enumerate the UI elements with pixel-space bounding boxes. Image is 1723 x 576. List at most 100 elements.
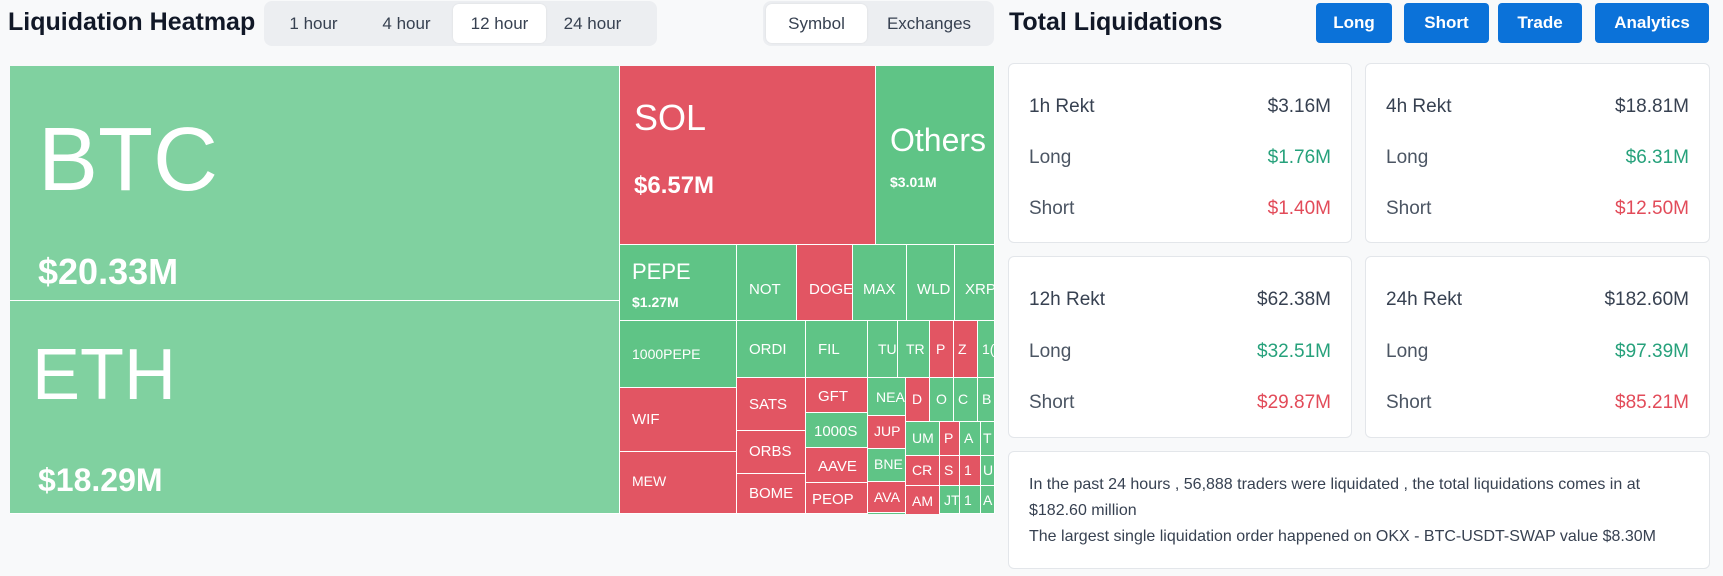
summary-line-2: The largest single liquidation order hap… [1029,528,1656,545]
heatmap-title: Liquidation Heatmap [8,8,256,36]
tile-symbol: BNE [874,456,903,472]
tile-symbol: B [982,391,992,407]
heatmap-tile-aave[interactable]: AAVE [806,448,868,483]
heatmap-tile-nea[interactable]: NEA [868,378,906,416]
heatmap-tile-others[interactable]: Others $3.01M [876,66,995,245]
summary-line-1: In the past 24 hours , 56,888 traders we… [1029,476,1641,519]
long-value: $32.51M [1257,341,1331,362]
heatmap-tile-not[interactable]: NOT [737,245,797,321]
heatmap-tile-p[interactable]: P [930,321,954,378]
heatmap-tile-t[interactable]: T [981,422,995,456]
heatmap-tile-1000pepe[interactable]: 1000PEPE [620,321,737,388]
heatmap-tile-p[interactable]: P [940,422,960,456]
heatmap-tile-ordi[interactable]: ORDI [737,321,806,378]
heatmap-tile-ava[interactable]: AVA [868,482,906,513]
tile-symbol: U [983,462,994,478]
tile-symbol: NOT [749,281,781,298]
tile-symbol: JUP [874,423,901,439]
heatmap-tile-bome[interactable]: BOME [737,474,806,514]
short-value: $12.50M [1615,198,1689,219]
heatmap-tile-s[interactable]: S [940,456,960,486]
card-title: 24h Rekt [1386,289,1463,310]
tile-symbol: ORDI [749,341,787,358]
tile-symbol: ETH [32,335,176,415]
short-label: Short [1029,392,1075,413]
tab-exchanges[interactable]: Exchanges [886,13,972,33]
tile-value: $18.29M [38,462,163,498]
time-range-tabs: 1 hour 4 hour 12 hour 24 hour [264,1,657,46]
card-title: 12h Rekt [1029,289,1106,310]
heatmap-tile-gft[interactable]: GFT [806,378,868,413]
heatmap-tile-jt[interactable]: JT [940,486,960,514]
heatmap-tile-cr[interactable]: CR [906,456,940,486]
heatmap-tile-peop[interactable]: PEOP [806,483,868,514]
heatmap-tile-doge[interactable]: DOGE [797,245,853,321]
tab-12-hour[interactable]: 12 hour [453,4,546,43]
heatmap-tile-z[interactable]: Z [954,321,978,378]
tile-symbol: PEOP [812,491,854,508]
tile-value: $20.33M [38,251,179,292]
heatmap-tile-wif[interactable]: WIF [620,388,737,452]
card-total: $18.81M [1615,96,1689,117]
heatmap-tile-xrp[interactable]: XRP [955,245,995,321]
heatmap-tile-um[interactable]: UM [906,422,940,456]
tile-symbol: T [983,430,992,446]
heatmap-tile-a[interactable]: A [960,422,981,456]
heatmap-tile-sats[interactable]: SATS [737,378,806,431]
heatmap-tile-fil[interactable]: FIL [806,321,868,378]
card-title: 1h Rekt [1029,96,1095,117]
tile-value: $3.01M [890,174,937,190]
tile-symbol: NEA [876,389,905,405]
tile-symbol: GFT [818,388,848,405]
heatmap-tile-lin[interactable]: LIN [868,513,906,514]
tile-symbol: WIF [632,411,660,428]
heatmap-tile-tr[interactable]: TR [898,321,930,378]
heatmap-tile-1[interactable]: 1 [960,456,981,486]
heatmap-tile-a[interactable]: A [981,486,995,514]
tile-symbol: P [936,341,946,357]
short-value: $29.87M [1257,392,1331,413]
heatmap-tile-jup[interactable]: JUP [868,416,906,449]
tab-24-hour[interactable]: 24 hour [563,13,622,33]
heatmap-tile-c[interactable]: C [954,378,978,422]
heatmap-tile-eth[interactable]: ETH $18.29M [10,301,620,514]
tile-symbol: C [958,391,969,407]
tile-symbol: Z [958,341,967,357]
tab-1-hour[interactable]: 1 hour [289,13,338,33]
heatmap-tile-o[interactable]: O [930,378,954,422]
short-value: $85.21M [1615,392,1689,413]
heatmap-tile-1000s[interactable]: 1000S [806,413,868,448]
tile-symbol: MAX [863,281,896,298]
tile-symbol: TU [878,341,897,357]
tab-symbol[interactable]: Symbol [766,4,867,43]
heatmap-tile-1[interactable]: 1( [978,321,995,378]
tile-symbol: AAVE [818,458,857,475]
heatmap-tile-sol[interactable]: SOL $6.57M [620,66,876,245]
tab-4-hour[interactable]: 4 hour [382,13,431,33]
heatmap-tile-am[interactable]: AM [906,486,940,514]
long-label: Long [1029,341,1072,362]
heatmap-tile-wld[interactable]: WLD [907,245,955,321]
heatmap-tile-b[interactable]: B [978,378,995,422]
tile-symbol: MEW [632,473,667,489]
rekt-card-1h: 1h Rekt $3.16M Long $1.76M Short $1.40M [1008,63,1352,243]
heatmap-tile-d[interactable]: D [906,378,930,422]
tile-symbol: FIL [818,341,840,358]
analytics-button[interactable]: Analytics [1595,3,1709,43]
heatmap-tile-btc[interactable]: BTC $20.33M [10,66,620,301]
tile-symbol: 1 [964,492,972,508]
tile-symbol: AM [912,493,933,509]
trade-button[interactable]: Trade [1498,3,1582,43]
heatmap-tile-1[interactable]: 1 [960,486,981,514]
heatmap-tile-tu[interactable]: TU [868,321,898,378]
short-button[interactable]: Short [1404,3,1489,43]
tile-symbol: A [983,492,993,508]
heatmap-tile-pepe[interactable]: PEPE $1.27M [620,245,737,321]
heatmap-tile-orbs[interactable]: ORBS [737,431,806,474]
card-title: 4h Rekt [1386,96,1452,117]
heatmap-tile-bne[interactable]: BNE [868,449,906,482]
long-button[interactable]: Long [1316,3,1392,43]
heatmap-tile-mew[interactable]: MEW [620,452,737,514]
heatmap-tile-u[interactable]: U [981,456,995,486]
heatmap-tile-max[interactable]: MAX [853,245,907,321]
